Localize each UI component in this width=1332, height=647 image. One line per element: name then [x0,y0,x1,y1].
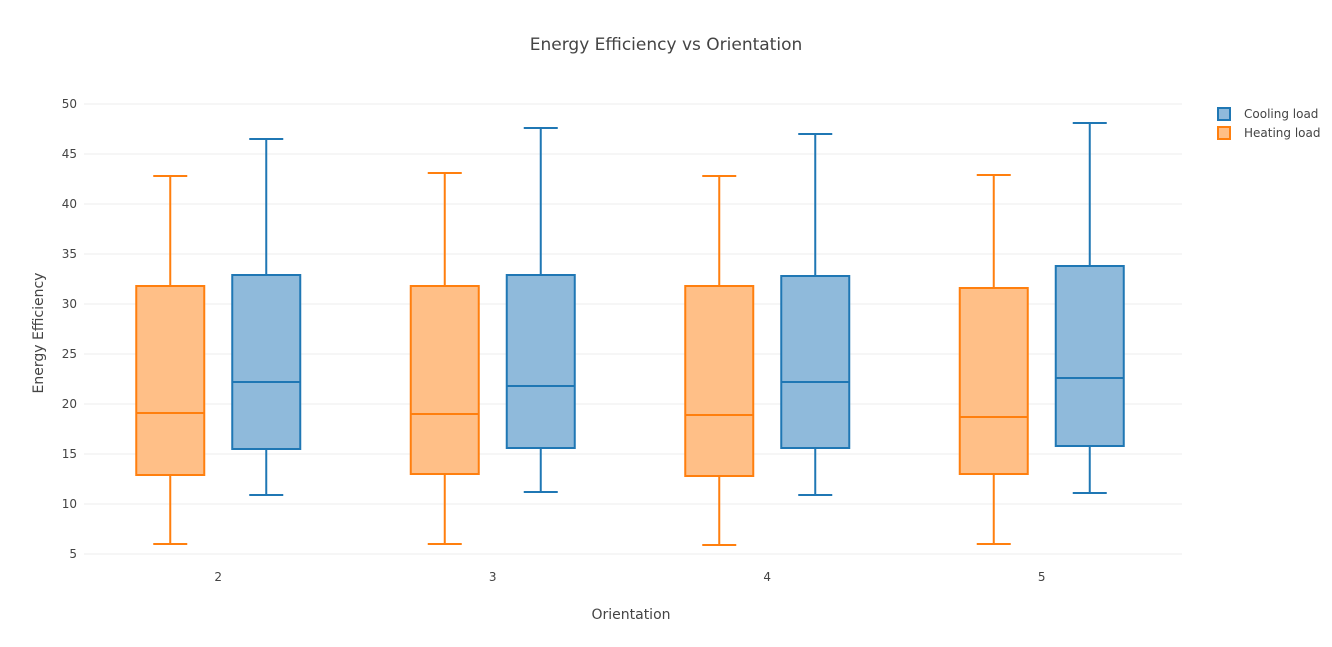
y-tick-label: 30 [62,297,77,311]
box-rect [409,285,480,475]
box [231,138,302,496]
legend-swatch [1217,107,1231,121]
series-heating-load [135,172,1029,546]
y-axis-ticks: 5 10 15 20 25 30 35 40 45 50 [62,97,77,561]
legend: Cooling load Heating load [1217,107,1320,140]
box-rect [958,287,1029,475]
y-tick-label: 40 [62,197,77,211]
x-tick-label: 5 [1038,570,1046,584]
y-tick-label: 50 [62,97,77,111]
legend-swatch [1217,126,1231,140]
x-tick-label: 2 [214,570,222,584]
x-axis-title: Orientation [591,607,670,623]
box-rect [231,274,302,450]
y-tick-label: 45 [62,147,77,161]
series-cooling-load [231,122,1125,496]
box-plot-series [135,122,1125,546]
box [1054,122,1125,494]
y-tick-label: 25 [62,347,77,361]
legend-label: Cooling load [1244,107,1318,121]
legend-label: Heating load [1244,126,1320,140]
box [780,133,851,496]
box [958,174,1029,545]
y-tick-label: 35 [62,247,77,261]
chart-title: Energy Efficiency vs Orientation [530,35,803,55]
x-tick-label: 3 [489,570,497,584]
box-rect [780,275,851,449]
x-axis-ticks: 2 3 4 5 [214,570,1045,584]
box-rect [684,285,755,477]
box [505,127,576,493]
box [409,172,480,545]
legend-item: Heating load [1217,126,1320,140]
y-tick-label: 20 [62,397,77,411]
y-tick-label: 15 [62,447,77,461]
box [684,175,755,546]
box-rect [135,285,206,476]
y-tick-label: 5 [69,547,77,561]
box-rect [1054,265,1125,447]
box [135,175,206,545]
box-rect [505,274,576,449]
y-axis-title: Energy Efficiency [31,273,47,394]
y-tick-label: 10 [62,497,77,511]
x-tick-label: 4 [763,570,771,584]
legend-item: Cooling load [1217,107,1318,121]
